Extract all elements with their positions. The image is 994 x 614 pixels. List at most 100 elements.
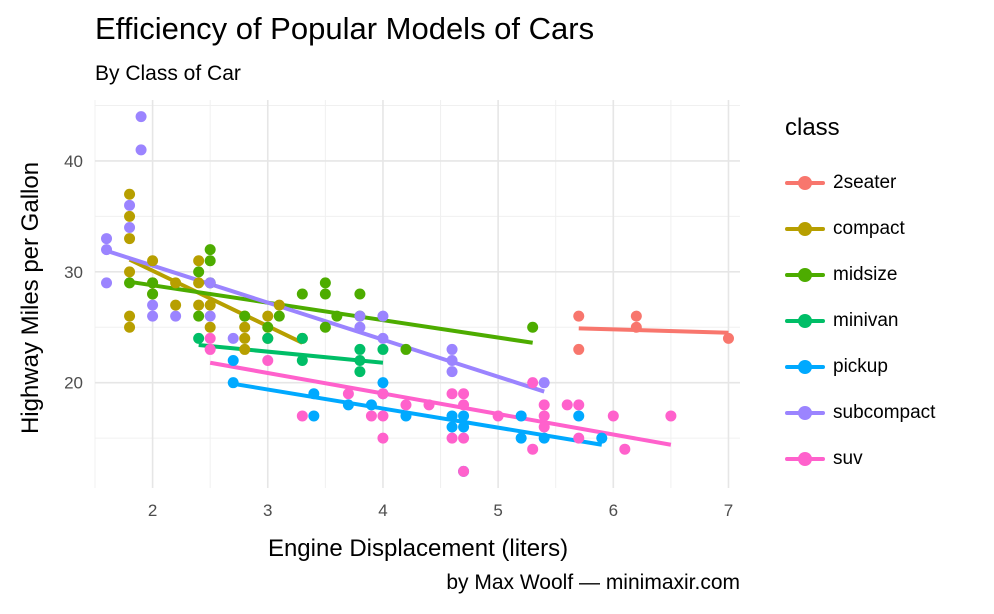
- point-compact: [170, 277, 182, 289]
- point-pickup: [596, 432, 608, 444]
- trend-line-2seater: [578, 326, 729, 335]
- point-suv: [262, 355, 274, 367]
- point-compact: [204, 321, 216, 333]
- legend-item-compact: compact: [785, 206, 935, 252]
- point-subcompact: [147, 310, 159, 322]
- legend-label: midsize: [833, 264, 898, 285]
- point-subcompact: [446, 366, 458, 378]
- point-suv: [458, 388, 470, 400]
- point-suv: [538, 421, 550, 433]
- point-pickup: [446, 421, 458, 433]
- chart-subtitle: By Class of Car: [95, 62, 241, 85]
- trend-lines: [105, 248, 729, 447]
- point-2seater: [722, 332, 734, 344]
- point-subcompact: [124, 199, 136, 211]
- point-pickup: [515, 432, 527, 444]
- point-subcompact: [101, 233, 113, 245]
- point-pickup: [342, 399, 354, 411]
- point-compact: [124, 188, 136, 200]
- point-midsize: [147, 288, 159, 300]
- point-compact: [124, 321, 136, 333]
- minor-gridlines: [94, 100, 740, 488]
- point-compact: [239, 332, 251, 344]
- point-pickup: [365, 399, 377, 411]
- point-2seater: [630, 321, 642, 333]
- legend-item-2seater: 2seater: [785, 160, 935, 206]
- point-suv: [607, 410, 619, 422]
- point-minivan: [296, 332, 308, 344]
- point-suv: [446, 432, 458, 444]
- y-axis-title: Highway Miles per Gallon: [17, 162, 44, 434]
- trend-line-subcompact: [105, 248, 545, 394]
- point-minivan: [262, 332, 274, 344]
- x-tick-label: 3: [263, 501, 272, 520]
- point-midsize: [319, 321, 331, 333]
- point-subcompact: [101, 244, 113, 256]
- legend-items: 2seater compact midsize minivan pickup subcom…: [785, 160, 935, 482]
- point-suv: [377, 388, 389, 400]
- point-subcompact: [135, 111, 147, 123]
- point-minivan: [354, 343, 366, 355]
- point-compact: [204, 299, 216, 311]
- legend-key-dot: [798, 452, 812, 466]
- point-suv: [400, 399, 412, 411]
- point-suv: [527, 377, 539, 389]
- point-midsize: [400, 343, 412, 355]
- point-compact: [124, 210, 136, 222]
- point-suv: [423, 399, 435, 411]
- point-compact: [193, 255, 205, 267]
- point-midsize: [262, 321, 274, 333]
- x-tick-label: 4: [378, 501, 387, 520]
- point-midsize: [193, 266, 205, 278]
- point-minivan: [193, 332, 205, 344]
- point-suv: [342, 388, 354, 400]
- point-pickup: [227, 377, 239, 389]
- point-2seater: [573, 343, 585, 355]
- point-minivan: [296, 355, 308, 367]
- legend-key-dot: [798, 176, 812, 190]
- point-pickup: [227, 355, 239, 367]
- point-suv: [527, 443, 539, 455]
- point-midsize: [319, 288, 331, 300]
- point-compact: [124, 233, 136, 245]
- point-subcompact: [354, 310, 366, 322]
- legend-key: [785, 449, 825, 469]
- point-subcompact: [354, 321, 366, 333]
- point-midsize: [296, 288, 308, 300]
- point-suv: [458, 465, 470, 477]
- point-compact: [124, 310, 136, 322]
- x-axis-title: Engine Displacement (liters): [268, 535, 568, 562]
- point-suv: [573, 432, 585, 444]
- point-midsize: [124, 277, 136, 289]
- point-compact: [147, 255, 159, 267]
- point-subcompact: [147, 299, 159, 311]
- legend-key: [785, 219, 825, 239]
- point-compact: [239, 343, 251, 355]
- x-tick-label: 7: [724, 501, 733, 520]
- legend-label: suv: [833, 448, 863, 469]
- legend: class 2seater compact midsize minivan pickup…: [785, 112, 935, 482]
- point-suv: [538, 410, 550, 422]
- point-subcompact: [446, 343, 458, 355]
- point-minivan: [377, 343, 389, 355]
- point-suv: [492, 410, 504, 422]
- point-compact: [239, 321, 251, 333]
- point-pickup: [538, 432, 550, 444]
- legend-key-dot: [798, 406, 812, 420]
- point-midsize: [147, 277, 159, 289]
- point-midsize: [204, 255, 216, 267]
- point-pickup: [515, 410, 527, 422]
- y-tick-label: 40: [64, 152, 83, 171]
- point-midsize: [204, 244, 216, 256]
- point-pickup: [308, 410, 320, 422]
- point-midsize: [354, 288, 366, 300]
- legend-label: pickup: [833, 356, 888, 377]
- legend-item-minivan: minivan: [785, 298, 935, 344]
- point-compact: [124, 266, 136, 278]
- point-midsize: [193, 310, 205, 322]
- legend-item-pickup: pickup: [785, 344, 935, 390]
- x-tick-label: 2: [148, 501, 157, 520]
- point-compact: [170, 299, 182, 311]
- legend-key: [785, 357, 825, 377]
